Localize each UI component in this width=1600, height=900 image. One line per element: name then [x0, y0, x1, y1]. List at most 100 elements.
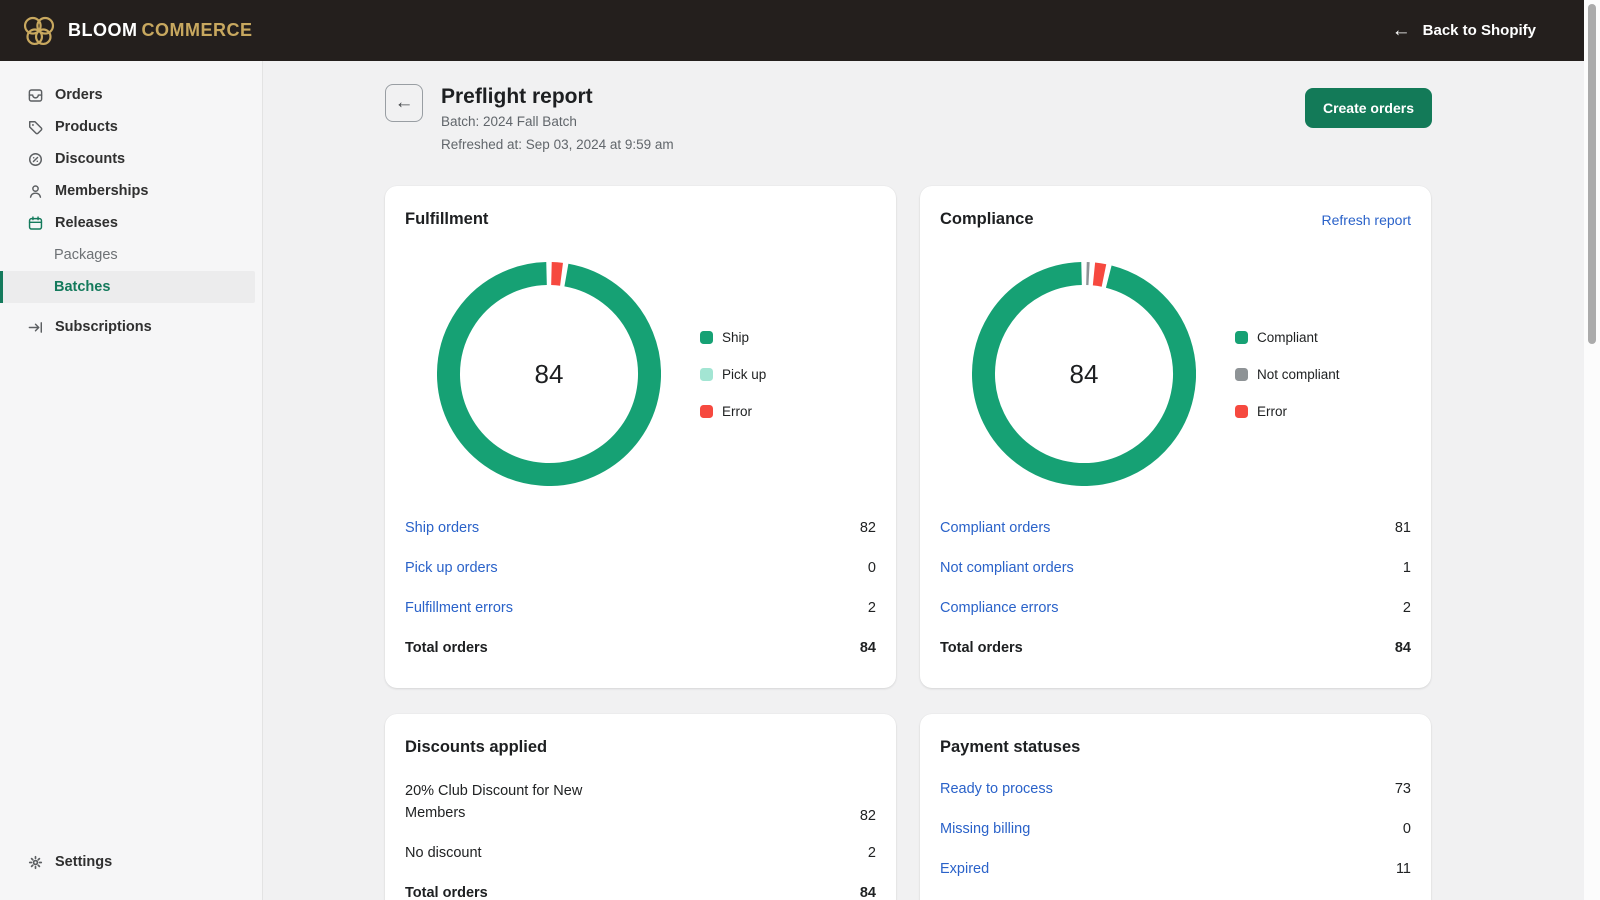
- legend-swatch: [1235, 330, 1248, 344]
- legend-swatch: [700, 404, 713, 418]
- table-row: Ship orders 82: [405, 508, 876, 548]
- sidebar-item-label: Subscriptions: [55, 319, 152, 335]
- table-row: Not compliant orders 1: [940, 548, 1411, 588]
- fulfillment-donut-chart: 84: [437, 262, 661, 486]
- bloom-logo-icon: [20, 12, 58, 50]
- row-value: 82: [859, 520, 876, 536]
- top-bar: BLOOM COMMERCE ← Back to Shopify: [0, 0, 1584, 61]
- legend-swatch: [700, 330, 713, 344]
- sidebar-item-label: Settings: [55, 854, 113, 870]
- row-value: 0: [867, 560, 876, 576]
- brand-name: BLOOM COMMERCE: [68, 20, 253, 40]
- sidebar-item-settings[interactable]: Settings: [0, 846, 262, 878]
- row-value: 2: [867, 845, 876, 861]
- fulfillment-card: Fulfillment 84 Ship Pick up Error Ship o…: [385, 186, 896, 688]
- arrow-left-icon: ←: [394, 92, 414, 113]
- table-row: Ready to process 73: [940, 769, 1411, 809]
- compliance-errors-link[interactable]: Compliance errors: [940, 600, 1059, 616]
- ship-orders-link[interactable]: Ship orders: [405, 520, 480, 536]
- sidebar-item-label: Batches: [54, 279, 111, 295]
- back-button[interactable]: ←: [385, 84, 423, 122]
- table-row: Compliant orders 81: [940, 508, 1411, 548]
- releases-icon: [27, 215, 44, 232]
- legend-item: Compliant: [1235, 319, 1340, 356]
- total-label: Total orders: [405, 640, 488, 656]
- discounts-icon: [27, 151, 44, 168]
- table-row: No discount 2: [405, 833, 876, 873]
- sidebar-item-packages[interactable]: Packages: [0, 239, 262, 271]
- legend-item: Pick up: [700, 356, 766, 393]
- back-to-shopify-label: Back to Shopify: [1422, 22, 1536, 39]
- pick-up-orders-link[interactable]: Pick up orders: [405, 560, 498, 576]
- sidebar: Orders Products Discounts Memberships Re…: [0, 61, 263, 900]
- refresh-report-link[interactable]: Refresh report: [1321, 211, 1411, 228]
- legend-swatch: [700, 367, 713, 381]
- missing-billing-link[interactable]: Missing billing: [940, 821, 1031, 837]
- legend-item: Error: [1235, 393, 1340, 430]
- expired-link[interactable]: Expired: [940, 861, 990, 877]
- compliance-donut-chart: 84: [972, 262, 1196, 486]
- brand: BLOOM COMMERCE: [20, 12, 253, 50]
- table-row: Missing billing 0: [940, 809, 1411, 849]
- row-value: 2: [1402, 600, 1411, 616]
- chart-legend: Ship Pick up Error: [700, 319, 766, 430]
- total-row: Total orders 84: [940, 628, 1411, 668]
- total-value: 84: [859, 885, 876, 900]
- row-value: 73: [1394, 781, 1411, 797]
- row-value: 1: [1402, 560, 1411, 576]
- card-title: Payment statuses: [940, 738, 1081, 756]
- card-title: Discounts applied: [405, 738, 548, 756]
- create-orders-button[interactable]: Create orders: [1304, 88, 1432, 128]
- fulfillment-errors-link[interactable]: Fulfillment errors: [405, 600, 513, 616]
- page-scrollbar: [1584, 0, 1600, 900]
- main-content: ← Preflight report Batch: 2024 Fall Batc…: [264, 61, 1584, 900]
- sidebar-item-label: Products: [55, 119, 118, 135]
- subscriptions-icon: [27, 319, 44, 336]
- total-row: Total orders 84: [405, 628, 876, 668]
- products-icon: [27, 119, 44, 136]
- memberships-icon: [27, 183, 44, 200]
- page-header: ← Preflight report Batch: 2024 Fall Batc…: [385, 84, 1432, 156]
- not-compliant-orders-link[interactable]: Not compliant orders: [940, 560, 1074, 576]
- discounts-applied-card: Discounts applied 20% Club Discount for …: [385, 714, 896, 900]
- page-title: Preflight report: [441, 85, 593, 108]
- table-row: Pick up orders 0: [405, 548, 876, 588]
- sidebar-item-batches[interactable]: Batches: [0, 271, 255, 303]
- legend-swatch: [1235, 404, 1248, 418]
- sidebar-item-label: Packages: [54, 247, 118, 263]
- payment-statuses-card: Payment statuses Ready to process 73 Miss…: [920, 714, 1431, 900]
- sidebar-item-products[interactable]: Products: [0, 111, 262, 143]
- sidebar-item-releases[interactable]: Releases: [0, 207, 262, 239]
- arrow-left-icon: ←: [1391, 19, 1411, 41]
- no-discount-label: No discount: [405, 845, 482, 861]
- orders-icon: [27, 87, 44, 104]
- legend-swatch: [1235, 367, 1248, 381]
- scrollbar-thumb[interactable]: [1588, 4, 1596, 344]
- discount-label: 20% Club Discount for New Members: [405, 783, 583, 821]
- legend-item: Not compliant: [1235, 356, 1340, 393]
- total-value: 84: [1394, 640, 1411, 656]
- sidebar-item-subscriptions[interactable]: Subscriptions: [0, 311, 262, 343]
- sidebar-item-memberships[interactable]: Memberships: [0, 175, 262, 207]
- sidebar-item-label: Memberships: [55, 183, 149, 199]
- card-title: Fulfillment: [405, 210, 489, 228]
- sidebar-item-discounts[interactable]: Discounts: [0, 143, 262, 175]
- chart-legend: Compliant Not compliant Error: [1235, 319, 1340, 430]
- refreshed-subtitle: Refreshed at: Sep 03, 2024 at 9:59 am: [441, 137, 674, 152]
- back-to-shopify-link[interactable]: ← Back to Shopify: [1392, 20, 1536, 42]
- donut-total-label: 84: [1069, 358, 1099, 389]
- sidebar-item-label: Releases: [55, 215, 118, 231]
- total-label: Total orders: [405, 885, 488, 900]
- sidebar-item-label: Discounts: [55, 151, 126, 167]
- batch-subtitle: Batch: 2024 Fall Batch: [441, 114, 577, 129]
- sidebar-item-orders[interactable]: Orders: [0, 79, 262, 111]
- table-row: Compliance errors 2: [940, 588, 1411, 628]
- total-value: 84: [859, 640, 876, 656]
- legend-item: Error: [700, 393, 766, 430]
- ready-to-process-link[interactable]: Ready to process: [940, 781, 1053, 797]
- row-value: 11: [1395, 861, 1411, 877]
- compliant-orders-link[interactable]: Compliant orders: [940, 520, 1051, 536]
- card-title: Compliance: [940, 210, 1034, 228]
- table-row: 20% Club Discount for New Members 82: [405, 769, 876, 833]
- table-row: Expired 11: [940, 849, 1411, 889]
